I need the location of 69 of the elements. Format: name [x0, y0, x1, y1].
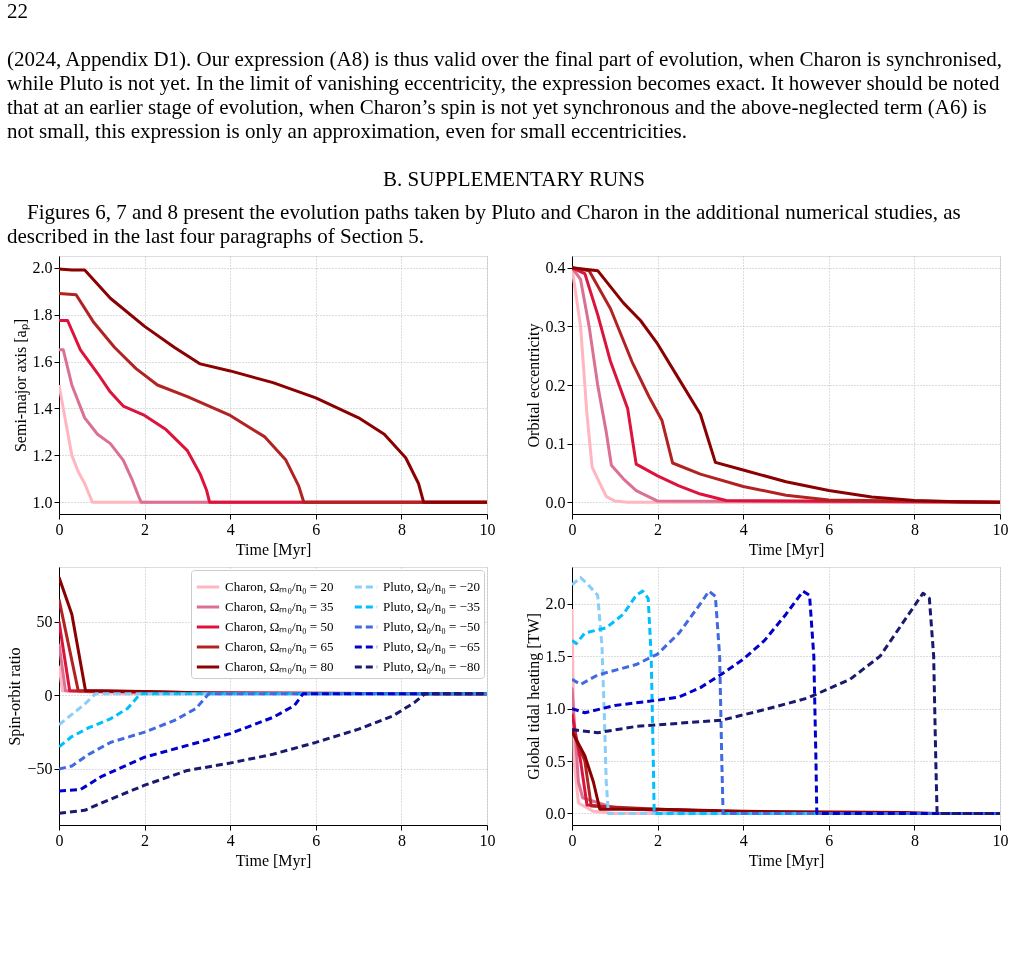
x-tick-label: 10: [479, 520, 496, 538]
y-tick-label: 0.3: [545, 317, 566, 335]
legend-label: Charon, Ωₘ₀/n₀ = 20: [225, 579, 334, 594]
legend-label: Pluto, Ω₀/n₀ = −80: [383, 659, 480, 674]
legend-label: Pluto, Ω₀/n₀ = −65: [383, 639, 480, 654]
legend-label: Charon, Ωₘ₀/n₀ = 80: [225, 659, 334, 674]
text: described in the last four paragraphs of Section 5.: [7, 224, 424, 248]
x-tick-label: 4: [739, 831, 748, 849]
legend-label: Pluto, Ω₀/n₀ = −35: [383, 599, 480, 614]
text: that at an earlier stage of evolution, when Charon’s spin is not yet synchronous and the above-neglected term (A6) is: [7, 95, 987, 119]
text: (2024, Appendix D1). Our expression (A8) is thus valid over the final part of evolution, when Charon is synchronised,: [7, 47, 1002, 71]
x-tick-label: 2: [141, 520, 150, 538]
x-axis-title: Time [Myr]: [748, 851, 825, 870]
x-tick-label: 8: [910, 831, 919, 849]
legend-label: Charon, Ωₘ₀/n₀ = 35: [225, 599, 334, 614]
legend-label: Pluto, Ω₀/n₀ = −20: [383, 579, 480, 594]
y-tick-label: 2.0: [545, 595, 566, 613]
y-axis-title: Global tidal heating [TW]: [524, 613, 543, 780]
y-tick-label: 1.0: [32, 493, 53, 511]
x-tick-label: 8: [397, 520, 406, 538]
y-tick-label: 2.0: [32, 259, 53, 277]
x-tick-label: 10: [479, 831, 496, 849]
y-tick-label: 0.4: [545, 259, 566, 277]
x-tick-label: 0: [568, 520, 577, 538]
x-tick-label: 6: [825, 520, 834, 538]
x-tick-label: 2: [654, 520, 663, 538]
text: B. SUPPLEMENTARY RUNS: [383, 167, 645, 191]
x-tick-label: 4: [226, 831, 235, 849]
x-tick-label: 6: [825, 831, 834, 849]
x-tick-label: 6: [312, 831, 321, 849]
text: not small, this expression is only an approximation, even for small eccentricities.: [7, 119, 688, 143]
y-tick-label: −50: [27, 760, 53, 778]
y-tick-label: 1.2: [32, 446, 53, 464]
y-axis-title: Spin-orbit ratio: [6, 647, 25, 746]
y-tick-label: 1.6: [32, 353, 53, 371]
y-tick-label: 50: [36, 613, 53, 631]
y-tick-label: 0.0: [545, 493, 566, 511]
y-tick-label: 1.0: [545, 700, 566, 718]
x-tick-label: 4: [226, 520, 235, 538]
x-tick-label: 2: [654, 831, 663, 849]
y-tick-label: 0: [44, 686, 53, 704]
x-tick-label: 2: [141, 831, 150, 849]
y-tick-label: 0.1: [545, 435, 566, 453]
y-tick-label: 1.5: [545, 647, 566, 665]
y-axis-title: Orbital eccentricity: [524, 323, 543, 448]
text: Figures 6, 7 and 8 present the evolution paths taken by Pluto and Charon in the additional numerical studies, as: [27, 200, 961, 224]
y-tick-label: 0.0: [545, 804, 566, 822]
y-axis-title: Semi-major axis [aₚ]: [11, 318, 30, 453]
x-tick-label: 0: [55, 520, 64, 538]
x-tick-label: 10: [992, 831, 1009, 849]
legend-label: Charon, Ωₘ₀/n₀ = 50: [225, 619, 334, 634]
x-tick-label: 10: [992, 520, 1009, 538]
y-tick-label: 0.5: [545, 752, 566, 770]
x-tick-label: 4: [739, 520, 748, 538]
x-axis-title: Time [Myr]: [235, 851, 312, 870]
y-tick-label: 1.8: [32, 306, 53, 324]
x-axis-title: Time [Myr]: [748, 540, 825, 559]
x-tick-label: 6: [312, 520, 321, 538]
legend-label: Pluto, Ω₀/n₀ = −50: [383, 619, 480, 634]
y-tick-label: 1.4: [32, 399, 53, 417]
x-tick-label: 8: [397, 831, 406, 849]
x-axis-title: Time [Myr]: [235, 540, 312, 559]
x-tick-label: 0: [55, 831, 64, 849]
legend-label: Charon, Ωₘ₀/n₀ = 65: [225, 639, 334, 654]
x-tick-label: 0: [568, 831, 577, 849]
text: while Pluto is not yet. In the limit of vanishing eccentricity, the expression becomes exact. It however should be noted: [7, 71, 1000, 95]
text: 22: [7, 0, 28, 23]
y-tick-label: 0.2: [545, 376, 566, 394]
x-tick-label: 8: [910, 520, 919, 538]
